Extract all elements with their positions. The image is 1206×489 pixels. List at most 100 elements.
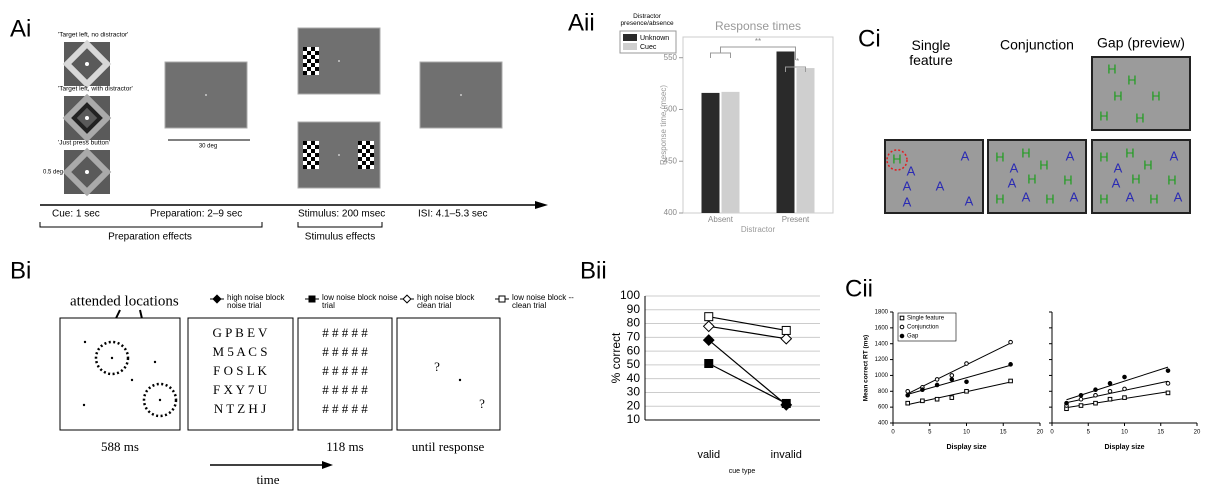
checker-cell xyxy=(362,161,366,165)
frame xyxy=(297,317,393,431)
letter-row: M 5 A C S xyxy=(213,344,268,359)
search-letter: H xyxy=(1143,157,1152,172)
y-tick-label: 80 xyxy=(627,316,641,330)
search-letter: H xyxy=(1063,172,1072,187)
search-letter: A xyxy=(1010,160,1019,175)
mask-row: # # # # # xyxy=(322,344,368,359)
letter-row: N T Z H J xyxy=(214,401,266,416)
letter-row: F X Y 7 U xyxy=(213,382,268,397)
checker-cell xyxy=(307,157,311,161)
data-point xyxy=(905,388,911,394)
fit-line xyxy=(1066,391,1169,409)
fit-line xyxy=(1066,380,1169,404)
data-point xyxy=(1078,403,1084,408)
significance: ** xyxy=(755,37,761,46)
search-letter: H xyxy=(1151,88,1160,103)
data-point xyxy=(1093,387,1098,393)
dot xyxy=(153,360,157,364)
data-point xyxy=(1165,390,1171,396)
checker-cell xyxy=(358,165,362,169)
y-tick-label: 20 xyxy=(627,398,641,412)
checker-cell xyxy=(303,153,307,157)
data-point xyxy=(964,388,969,394)
search-letter: H xyxy=(1149,191,1158,206)
search-letter: H xyxy=(892,151,901,166)
cue-label: 'Just press button' xyxy=(58,140,110,147)
data-point xyxy=(964,361,969,366)
letter-row: F O S L K xyxy=(213,363,267,378)
checker-cell xyxy=(358,149,362,153)
panel-label: Cii xyxy=(845,275,873,302)
data-point xyxy=(934,377,940,382)
checker-cell xyxy=(311,71,315,75)
fit-line xyxy=(907,342,1011,395)
cue-label: 'Target left, with distractor' xyxy=(58,86,133,93)
condition-label: Gap (preview) xyxy=(1097,35,1185,51)
checker-cell xyxy=(315,153,319,157)
checker-cell xyxy=(366,161,370,165)
data-point xyxy=(1008,339,1013,345)
display-box xyxy=(1091,56,1191,131)
y-tick-label: 450 xyxy=(664,156,678,165)
cue-diamond xyxy=(62,147,112,197)
data-point xyxy=(1093,392,1098,398)
checker-cell xyxy=(311,149,315,153)
search-letter: A xyxy=(1070,189,1079,204)
x-tick-label: valid xyxy=(697,449,720,461)
bracket xyxy=(297,222,383,228)
checker-cell xyxy=(358,145,362,149)
data-point xyxy=(781,398,791,408)
y-tick-label: 10 xyxy=(627,412,641,426)
dot xyxy=(158,398,162,402)
legend-label: low noise block -- clean trial xyxy=(512,293,574,311)
data-point xyxy=(1122,395,1127,400)
search-letter: H xyxy=(1125,145,1134,160)
checker-cell xyxy=(307,59,311,63)
legend-swatch xyxy=(623,34,637,41)
probe: ? xyxy=(479,396,485,411)
bar xyxy=(776,51,795,214)
checker-cell xyxy=(315,141,319,145)
fit-line xyxy=(907,364,1011,395)
y-axis-label: % correct xyxy=(609,332,623,383)
data-point xyxy=(780,332,793,345)
legend-title: Distractor presence/absence xyxy=(620,13,674,27)
checker-cell xyxy=(303,161,307,165)
legend-marker xyxy=(498,295,506,303)
checker-cell xyxy=(311,55,315,59)
legend-marker xyxy=(899,315,905,321)
checker-cell xyxy=(303,141,307,145)
frame xyxy=(59,317,181,431)
x-tick-label: 10 xyxy=(1121,430,1128,436)
search-letter: A xyxy=(903,178,912,193)
legend-swatch xyxy=(623,43,637,50)
y-axis-label: Mean correct RT (ms) xyxy=(863,335,870,401)
checker-cell xyxy=(358,141,362,145)
timeline-label: Cue: 1 sec xyxy=(52,209,100,220)
checker-cell xyxy=(303,51,307,55)
checker-cell xyxy=(362,153,366,157)
size-label: 0.5 deg xyxy=(43,170,63,176)
dot xyxy=(458,378,462,382)
checker-cell xyxy=(303,165,307,169)
fit-line xyxy=(1066,366,1169,401)
checker-cell xyxy=(303,67,307,71)
checker-cell xyxy=(311,145,315,149)
search-letter: H xyxy=(1027,171,1036,186)
data-point xyxy=(949,377,955,382)
data-point xyxy=(704,312,714,322)
dot xyxy=(82,403,86,407)
checker-cell xyxy=(362,157,366,161)
x-tick-label: 0 xyxy=(891,430,895,436)
data-point xyxy=(905,400,911,406)
checker-cell xyxy=(362,145,366,149)
checker-cell xyxy=(303,157,307,161)
data-point xyxy=(949,373,955,378)
search-letter: H xyxy=(1131,171,1140,186)
checker-cell xyxy=(311,59,315,63)
checker-cell xyxy=(362,141,366,145)
checker-cell xyxy=(315,67,319,71)
search-letter: A xyxy=(1008,175,1017,190)
duration: until response xyxy=(412,439,485,454)
